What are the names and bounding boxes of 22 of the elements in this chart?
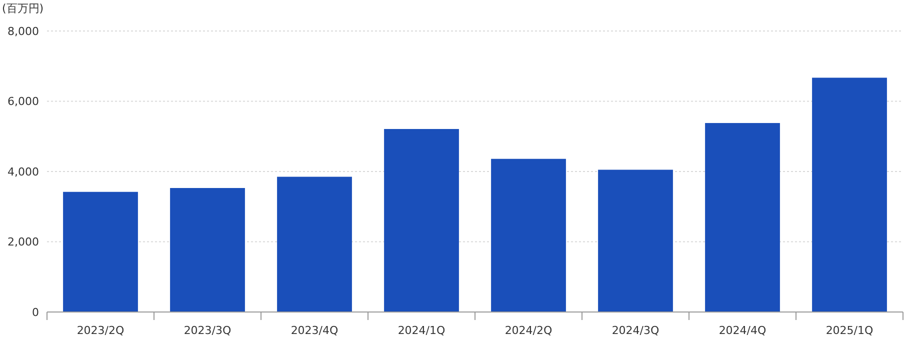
y-tick-label: 4,000 xyxy=(8,165,39,178)
bar xyxy=(170,188,245,312)
y-tick-label: 8,000 xyxy=(8,24,39,38)
y-tick-label: 2,000 xyxy=(8,236,39,249)
bar xyxy=(63,192,138,312)
y-axis-title: (百万円) xyxy=(2,2,44,15)
x-tick-label: 2023/3Q xyxy=(184,324,232,337)
bar xyxy=(705,123,780,312)
x-tick-label: 2024/3Q xyxy=(612,324,660,337)
x-tick-label: 2025/1Q xyxy=(826,324,874,337)
bar xyxy=(812,78,887,312)
y-tick-label: 6,000 xyxy=(8,95,39,108)
x-tick-label: 2023/2Q xyxy=(76,324,125,337)
y-tick-label: 0 xyxy=(32,306,39,319)
x-tick-label: 2024/4Q xyxy=(718,324,767,337)
x-tick-label: 2024/1Q xyxy=(398,324,446,337)
bar xyxy=(384,129,459,312)
x-tick-label: 2024/2Q xyxy=(504,324,553,337)
bar xyxy=(598,170,673,312)
bar xyxy=(277,176,352,312)
x-tick-label: 2023/4Q xyxy=(290,324,339,337)
bar xyxy=(491,158,566,312)
